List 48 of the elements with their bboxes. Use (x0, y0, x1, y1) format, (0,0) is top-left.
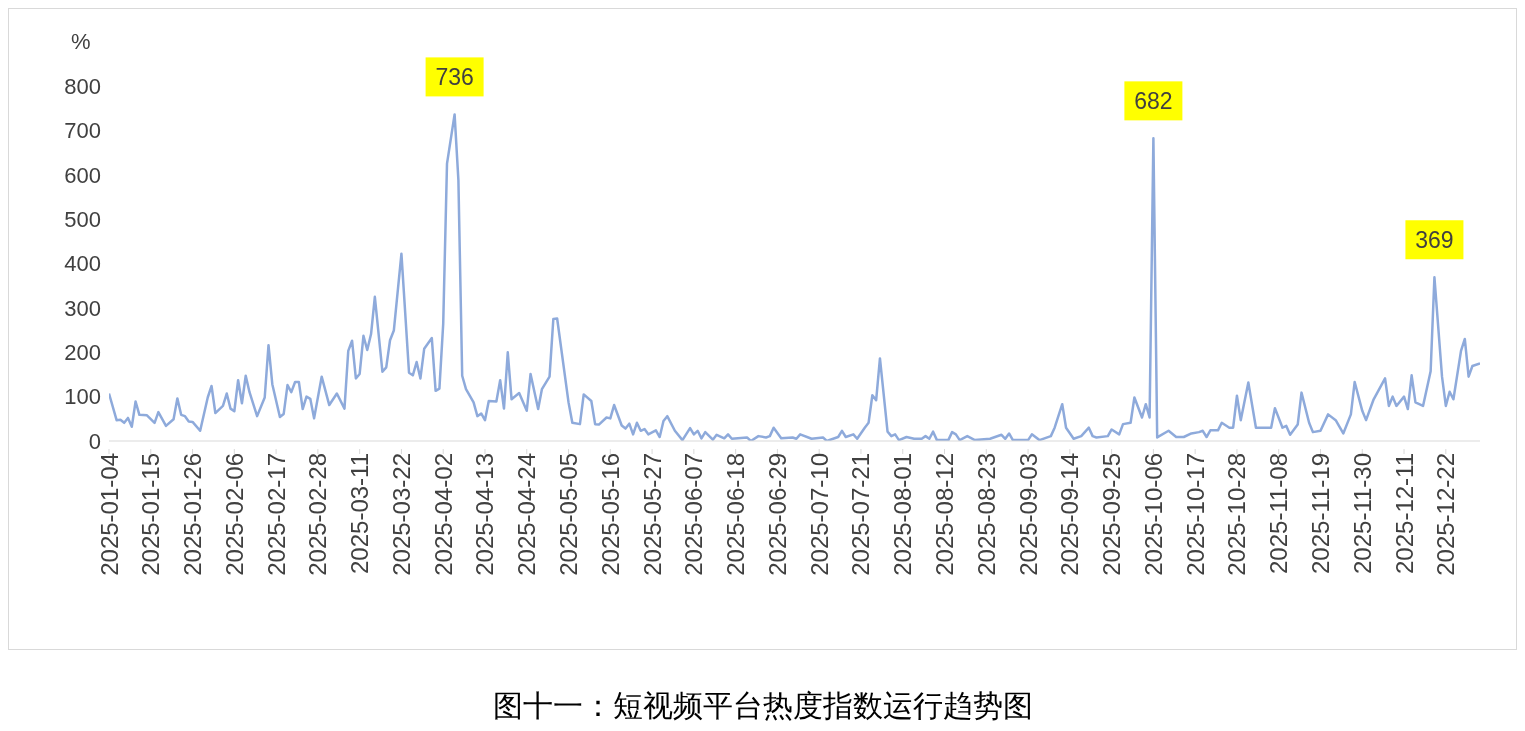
x-tick-label: 2025-09-03 (1014, 453, 1042, 576)
x-tick-label: 2025-06-18 (722, 453, 750, 576)
x-tick-label: 2025-04-02 (429, 453, 457, 576)
x-tick-label: 2025-06-07 (680, 453, 708, 576)
x-tick-label: 2025-01-26 (179, 453, 207, 576)
annotation: 682 (1134, 88, 1173, 115)
y-tick-label: 800 (64, 73, 101, 99)
y-tick-label: 400 (64, 251, 101, 277)
x-tick-label: 2025-09-25 (1098, 453, 1126, 576)
line-series (109, 113, 1480, 441)
x-tick-label: 2025-04-24 (513, 453, 541, 576)
x-tick-label: 2025-11-30 (1348, 453, 1376, 574)
x-tick-label: 2025-10-06 (1139, 453, 1167, 576)
x-tick-label: 2025-02-28 (304, 453, 332, 576)
x-tick-label: 2025-12-22 (1432, 453, 1460, 576)
x-tick-label: 2025-01-15 (137, 453, 165, 576)
y-tick-label: 300 (64, 295, 101, 321)
x-tick-label: 2025-11-19 (1306, 453, 1334, 574)
x-tick-label: 2025-08-23 (972, 453, 1000, 576)
x-tick-label: 2025-12-11 (1390, 453, 1418, 574)
x-tick-label: 2025-09-14 (1056, 453, 1084, 576)
x-tick-label: 2025-07-10 (805, 453, 833, 576)
y-axis-title: % (71, 29, 91, 55)
x-tick-label: 2025-07-21 (847, 453, 875, 576)
x-tick-label: 2025-11-08 (1265, 453, 1293, 574)
y-tick-label: 700 (64, 118, 101, 144)
y-tick-label: 200 (64, 340, 101, 366)
x-tick-label: 2025-06-29 (763, 453, 791, 576)
x-tick-label: 2025-05-27 (638, 453, 666, 576)
annotation: 369 (1415, 227, 1454, 254)
x-tick-label: 2025-03-22 (387, 453, 415, 576)
x-tick-label: 2025-08-01 (889, 453, 917, 576)
x-tick-label: 2025-03-11 (346, 453, 374, 574)
x-tick-label: 2025-05-16 (596, 453, 624, 576)
x-tick-label: 2025-08-12 (931, 453, 959, 576)
y-tick-label: 500 (64, 206, 101, 232)
x-tick-label: 2025-04-13 (471, 453, 499, 576)
x-tick-label: 2025-01-04 (95, 453, 123, 576)
annotation: 736 (435, 64, 474, 91)
y-tick-label: 100 (64, 384, 101, 410)
text: 图十一：短视频平台热度指数运行趋势图 (491, 687, 1034, 725)
x-tick-label: 2025-10-17 (1181, 453, 1209, 576)
x-tick-label: 2025-05-05 (555, 453, 583, 576)
y-tick-label: 600 (64, 162, 101, 188)
x-tick-label: 2025-10-28 (1223, 453, 1251, 576)
y-tick-label: 0 (88, 428, 101, 454)
x-tick-label: 2025-02-17 (262, 453, 290, 576)
x-tick-label: 2025-02-06 (220, 453, 248, 576)
